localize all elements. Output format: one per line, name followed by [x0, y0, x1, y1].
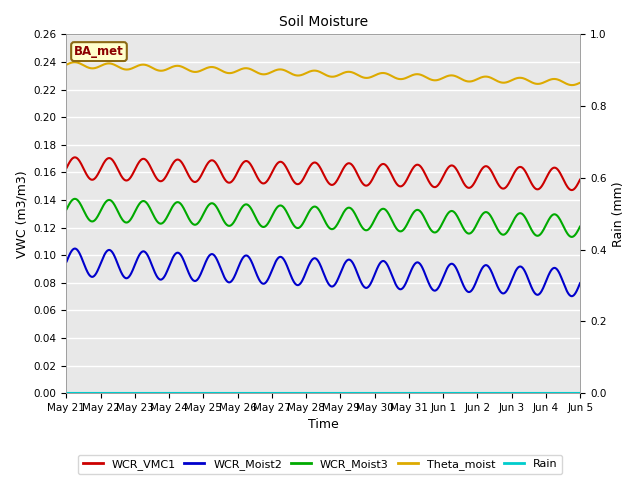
- Text: BA_met: BA_met: [74, 45, 124, 58]
- Legend: WCR_VMC1, WCR_Moist2, WCR_Moist3, Theta_moist, Rain: WCR_VMC1, WCR_Moist2, WCR_Moist3, Theta_…: [78, 455, 562, 474]
- X-axis label: Time: Time: [308, 419, 339, 432]
- Title: Soil Moisture: Soil Moisture: [279, 15, 368, 29]
- Y-axis label: VWC (m3/m3): VWC (m3/m3): [15, 170, 28, 258]
- Y-axis label: Rain (mm): Rain (mm): [612, 181, 625, 247]
